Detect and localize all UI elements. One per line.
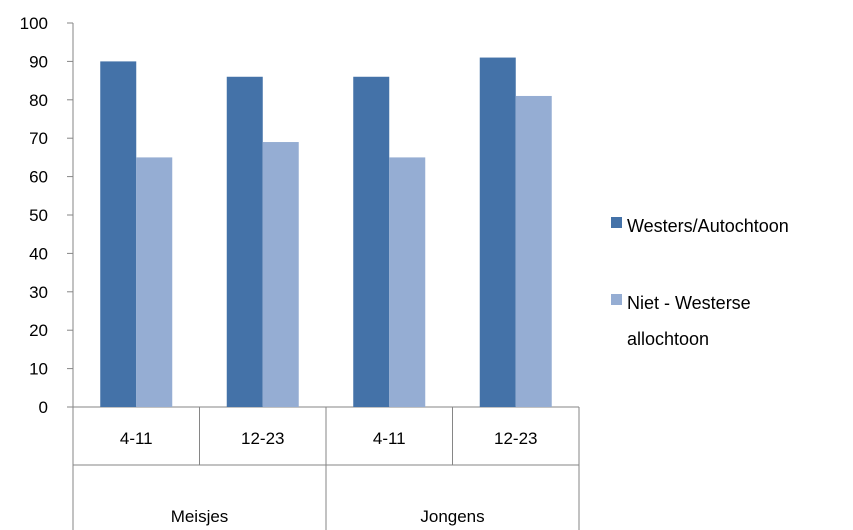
legend-label: allochtoon — [627, 329, 709, 349]
chart-bars — [100, 57, 552, 408]
x-group-label: Meisjes — [171, 507, 229, 526]
bar-westers — [353, 76, 390, 407]
y-tick-label: 60 — [29, 168, 48, 187]
x-category-label: 4-11 — [373, 429, 406, 448]
x-category-label: 12-23 — [494, 429, 537, 448]
y-tick-label: 20 — [29, 321, 48, 340]
y-tick-label: 90 — [29, 52, 48, 71]
y-tick-label: 50 — [29, 206, 48, 225]
bar-niet-westers — [389, 157, 426, 407]
bar-niet-westers — [515, 95, 552, 408]
y-tick-label: 30 — [29, 283, 48, 302]
bar-westers — [226, 76, 263, 407]
legend-swatch — [611, 294, 622, 305]
bar-niet-westers — [136, 157, 173, 407]
chart-legend: Westers/Autochtoon Niet - Westerse allocht… — [611, 216, 789, 349]
x-group-label: Jongens — [420, 507, 484, 526]
y-tick-label: 100 — [20, 14, 48, 33]
legend-label: Westers/Autochtoon — [627, 216, 789, 236]
y-tick-label: 70 — [29, 129, 48, 148]
x-category-label: 12-23 — [241, 429, 284, 448]
x-category-label: 4-11 — [120, 429, 153, 448]
legend-swatch — [611, 217, 622, 228]
y-tick-label: 0 — [39, 398, 48, 417]
bar-niet-westers — [262, 142, 299, 408]
chart-axis-labels: 0 10 20 30 40 50 60 70 80 90 100 4-11 12-23 4-11 12-23… — [20, 14, 538, 526]
y-tick-label: 80 — [29, 91, 48, 110]
bar-westers — [100, 61, 137, 408]
y-tick-label: 40 — [29, 244, 48, 263]
bar-westers — [479, 57, 516, 408]
legend-label: Niet - Westerse — [627, 293, 751, 313]
y-tick-label: 10 — [29, 360, 48, 379]
